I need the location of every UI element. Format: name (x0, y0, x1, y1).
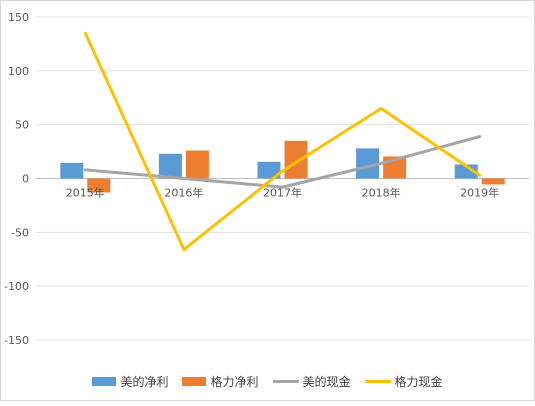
y-tick-label: 50 (15, 119, 29, 132)
bar-midea-profit (60, 162, 84, 179)
bar-gree-profit (185, 150, 209, 179)
legend-label-gree-cash: 格力现金 (394, 375, 443, 389)
legend: 美的净利 格力净利 美的现金 格力现金 (1, 373, 534, 390)
y-tick-label: -50 (11, 226, 29, 239)
y-tick-label: 150 (8, 11, 29, 24)
x-tick-label: 2016年 (164, 186, 203, 200)
bar-midea-profit (356, 148, 380, 179)
bar-midea-profit (257, 161, 281, 179)
bar-midea-profit (158, 153, 182, 179)
bar-gree-profit (284, 140, 308, 179)
legend-swatch-gree-cash (364, 380, 391, 383)
legend-item-midea-cash: 美的现金 (272, 373, 351, 390)
legend-swatch-midea-profit (92, 377, 117, 386)
x-tick-label: 2017年 (263, 186, 302, 200)
x-tick-label: 2019年 (460, 186, 499, 200)
legend-swatch-midea-cash (272, 380, 299, 383)
line-gree-cash (83, 31, 482, 252)
y-tick-label: 0 (22, 173, 29, 186)
bar-gree-profit (87, 178, 111, 193)
bar-midea-profit (454, 164, 478, 179)
legend-item-midea-profit: 美的净利 (92, 373, 168, 390)
legend-label-midea-cash: 美的现金 (302, 375, 351, 389)
x-tick-label: 2015年 (66, 186, 105, 200)
bar-gree-profit (481, 178, 505, 185)
legend-label-midea-profit: 美的净利 (120, 375, 169, 389)
y-tick-label: -100 (4, 280, 29, 293)
x-tick-label: 2018年 (362, 186, 401, 200)
legend-swatch-gree-profit (182, 377, 207, 386)
legend-label-gree-profit: 格力净利 (210, 375, 259, 389)
y-tick-label: -150 (4, 334, 29, 347)
legend-item-gree-profit: 格力净利 (182, 373, 259, 390)
y-tick-label: 100 (8, 65, 29, 78)
legend-item-gree-cash: 格力现金 (364, 373, 443, 390)
